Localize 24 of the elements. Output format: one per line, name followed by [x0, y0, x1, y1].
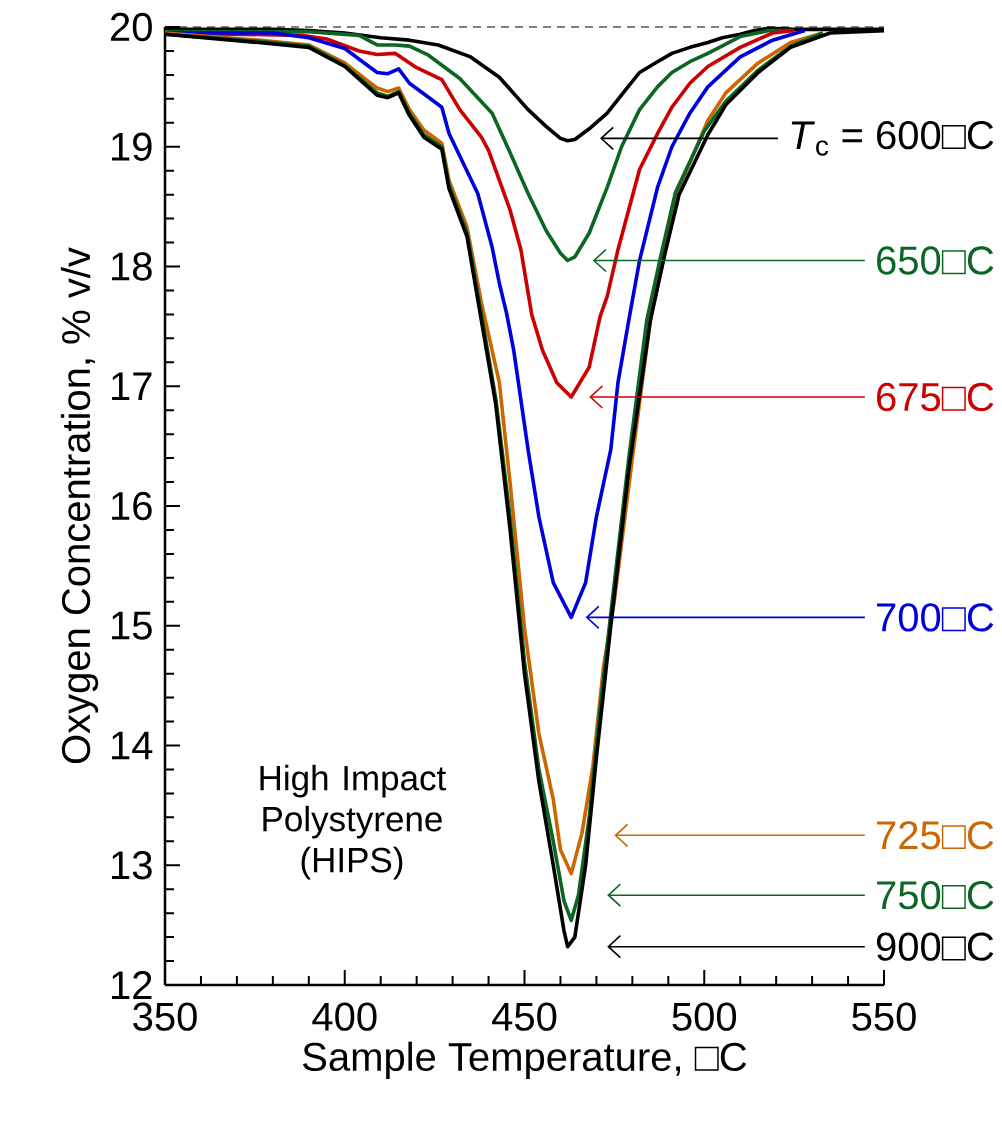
y-tick-label: 15	[112, 611, 152, 640]
y-tick-label: 16	[112, 491, 152, 521]
annotation: 725□C	[877, 821, 994, 850]
annotation: 675□C	[877, 382, 994, 412]
y-tick-label: 14	[112, 731, 153, 760]
annotation: T$_{c}$ = 600□C	[791, 120, 994, 156]
x-tick-label: 400	[312, 1002, 377, 1031]
annotation: 650□C	[877, 246, 994, 275]
y-tick-label: 19	[112, 132, 152, 161]
x-tick-label: 500	[672, 1002, 737, 1031]
x-axis-title: Sample Temperature, □C	[303, 1041, 747, 1079]
y-tick-label: 12	[112, 971, 152, 999]
x-tick-label: 350	[133, 1002, 197, 1031]
annotation: 900□C	[876, 932, 994, 961]
y-tick-label: 17	[112, 372, 152, 401]
y-tick-label: 18	[112, 252, 152, 281]
y-tick-label: 20	[111, 12, 152, 42]
annotation: 700□C	[877, 603, 994, 632]
y-tick-label: 13	[112, 851, 152, 880]
annotation: 750□C	[877, 881, 994, 910]
annotation: High Impact Polystyrene (HIPS)	[260, 764, 446, 880]
x-tick-label: 450	[492, 1002, 557, 1031]
y-axis-title: Oxygen Concentration, % v/v	[60, 247, 99, 764]
x-tick-label: 550	[852, 1002, 916, 1031]
